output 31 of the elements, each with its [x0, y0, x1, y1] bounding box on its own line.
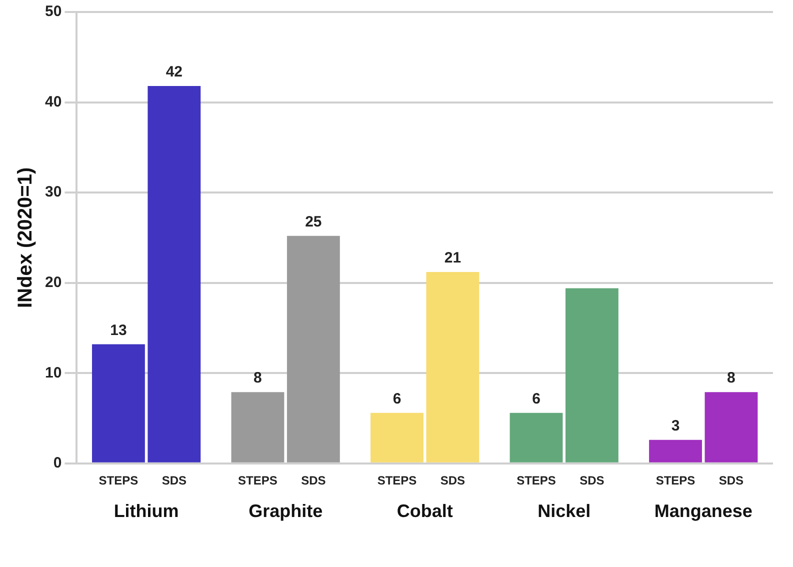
series-label: SDS: [162, 474, 187, 488]
y-axis-title: INdex (2020=1): [14, 167, 37, 308]
data-label: 6: [392, 390, 402, 408]
y-tick-label: 30: [44, 184, 62, 201]
data-label: 13: [110, 322, 127, 339]
series-label: STEPS: [98, 474, 138, 488]
text: SDS: [718, 474, 744, 488]
x-tick-label: Nickel: [538, 501, 591, 522]
text: SDS: [301, 474, 326, 488]
text: STEPS: [377, 474, 417, 488]
data-label: 6: [532, 390, 540, 408]
text: SDS: [440, 474, 466, 488]
y-tick-label: 50: [44, 3, 62, 20]
x-tick-label: Manganese: [654, 501, 752, 522]
text: SDS: [580, 474, 604, 488]
data-label: 8: [254, 370, 262, 387]
text: STEPS: [238, 474, 278, 488]
x-tick-label: Cobalt: [396, 501, 453, 522]
data-label: 8: [727, 370, 736, 387]
data-label: 3: [671, 418, 680, 435]
y-tick-label: 10: [44, 364, 62, 382]
x-tick-label: Lithium: [114, 501, 179, 522]
data-label: 42: [166, 64, 183, 81]
data-label: 25: [305, 214, 322, 231]
y-tick-label: 40: [44, 93, 62, 110]
x-tick-label: Graphite: [248, 501, 323, 522]
y-tick-label: 0: [53, 454, 62, 472]
data-label: 21: [444, 250, 462, 267]
text: STEPS: [516, 474, 556, 488]
text: STEPS: [656, 474, 696, 488]
y-tick-label: 20: [44, 274, 62, 291]
